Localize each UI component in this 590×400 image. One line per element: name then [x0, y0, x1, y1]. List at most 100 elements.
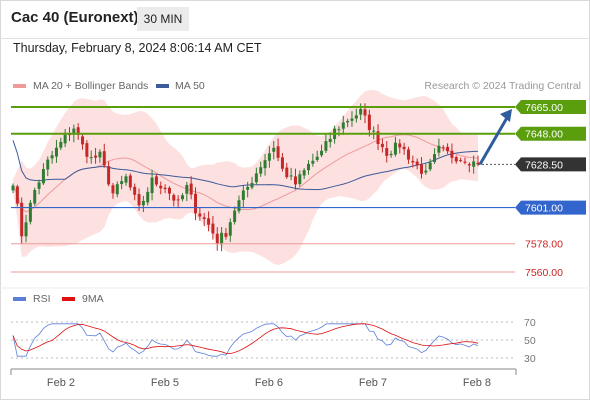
candle-body [411, 160, 415, 163]
timeframe-button[interactable]: 30 MIN [137, 7, 189, 31]
candle-body [20, 202, 24, 237]
candle-body [280, 157, 284, 169]
candle-body [159, 185, 163, 189]
candle-body [224, 233, 228, 237]
forecast-arrow-head [500, 109, 512, 122]
ma9-line [12, 323, 479, 355]
instrument-title: Cac 40 (Euronext) [11, 9, 139, 26]
candle-body [433, 154, 437, 162]
ma9-legend-swatch [62, 297, 75, 301]
candle-body [311, 160, 315, 164]
candle-body [33, 189, 37, 204]
ma20-legend-label: MA 20 + Bollinger Bands [33, 80, 149, 92]
candle-body [450, 150, 454, 158]
candle-body [459, 160, 463, 162]
candle-body [72, 128, 76, 135]
candle-body [180, 195, 184, 200]
rsi-tick-30: 30 [524, 353, 536, 365]
candle-body [54, 147, 58, 157]
candle-body [359, 108, 363, 115]
candle-body [141, 200, 145, 206]
candle-body [176, 199, 180, 201]
candle-body [41, 169, 45, 184]
candle-body [298, 174, 302, 184]
candle-body [50, 155, 54, 159]
candle-body [267, 153, 271, 161]
candle-body [111, 185, 115, 194]
candle-body [81, 136, 85, 145]
candle-body [246, 187, 250, 190]
candle-body [467, 163, 471, 166]
candle-body [15, 186, 19, 204]
candle-body [202, 217, 206, 220]
level-label-7665.00: 7665.00 [525, 102, 563, 114]
level-label-7628.50: 7628.50 [525, 159, 563, 171]
candle-body [263, 160, 267, 169]
level-tag-7628.50 [515, 157, 586, 172]
candle-body [94, 155, 98, 158]
candle-body [476, 162, 480, 165]
candle-body [367, 114, 371, 131]
ma50-legend-label: MA 50 [175, 80, 205, 92]
ma9-legend-label: 9MA [82, 293, 104, 305]
candle-body [254, 173, 258, 183]
candle-body [424, 170, 428, 173]
candle-body [228, 222, 232, 236]
ma50-legend-swatch [156, 84, 169, 88]
rsi-line [12, 323, 479, 357]
candle-body [59, 141, 63, 148]
level-label-7648.00: 7648.00 [525, 129, 563, 141]
candle-body [437, 145, 441, 153]
candle-body [172, 195, 176, 201]
candle-body [380, 143, 384, 148]
forecast-arrow-shaft [478, 115, 510, 166]
candle-body [328, 138, 332, 143]
level-tag-7665.00 [515, 100, 586, 114]
candle-body [285, 167, 289, 178]
candle-body [428, 162, 432, 170]
candle-body [346, 120, 350, 123]
candle-body [241, 190, 245, 200]
candle-body [154, 176, 158, 185]
level-label-7578.00: 7578.00 [525, 239, 563, 251]
candle-body [194, 193, 198, 214]
candle-body [63, 134, 67, 144]
candle-body [146, 191, 150, 203]
candle-body [337, 129, 341, 131]
candle-body [107, 166, 111, 185]
candle-body [98, 151, 102, 158]
candle-body [189, 183, 193, 195]
ma20-legend-swatch [13, 84, 26, 88]
candle-body [376, 131, 380, 144]
candle-body [46, 159, 50, 170]
candle-body [472, 161, 476, 167]
x-tick-label: Feb 8 [463, 377, 491, 389]
candle-body [307, 163, 311, 171]
rsi-tick-70: 70 [524, 317, 536, 329]
candle-body [259, 167, 263, 174]
candle-body [76, 127, 80, 135]
candle-body [276, 146, 280, 158]
candle-body [420, 164, 424, 174]
candle-body [324, 141, 328, 151]
candle-body [163, 187, 167, 190]
candle-body [211, 223, 215, 234]
candle-body [398, 143, 402, 148]
level-label-7601.00: 7601.00 [525, 203, 563, 215]
candle-body [402, 146, 406, 150]
candle-body [150, 177, 154, 194]
level-tag-7601.00 [515, 200, 586, 215]
candle-body [85, 143, 89, 157]
x-tick-label: Feb 6 [255, 377, 283, 389]
candle-body [393, 142, 397, 155]
candle-body [207, 218, 211, 225]
candle-body [272, 147, 276, 152]
candle-body [454, 157, 458, 162]
candle-body [185, 184, 189, 194]
candle-body [315, 156, 319, 160]
candle-body [115, 184, 119, 195]
candle-body [215, 233, 219, 244]
candle-body [137, 194, 141, 206]
rsi-tick-50: 50 [524, 335, 536, 347]
